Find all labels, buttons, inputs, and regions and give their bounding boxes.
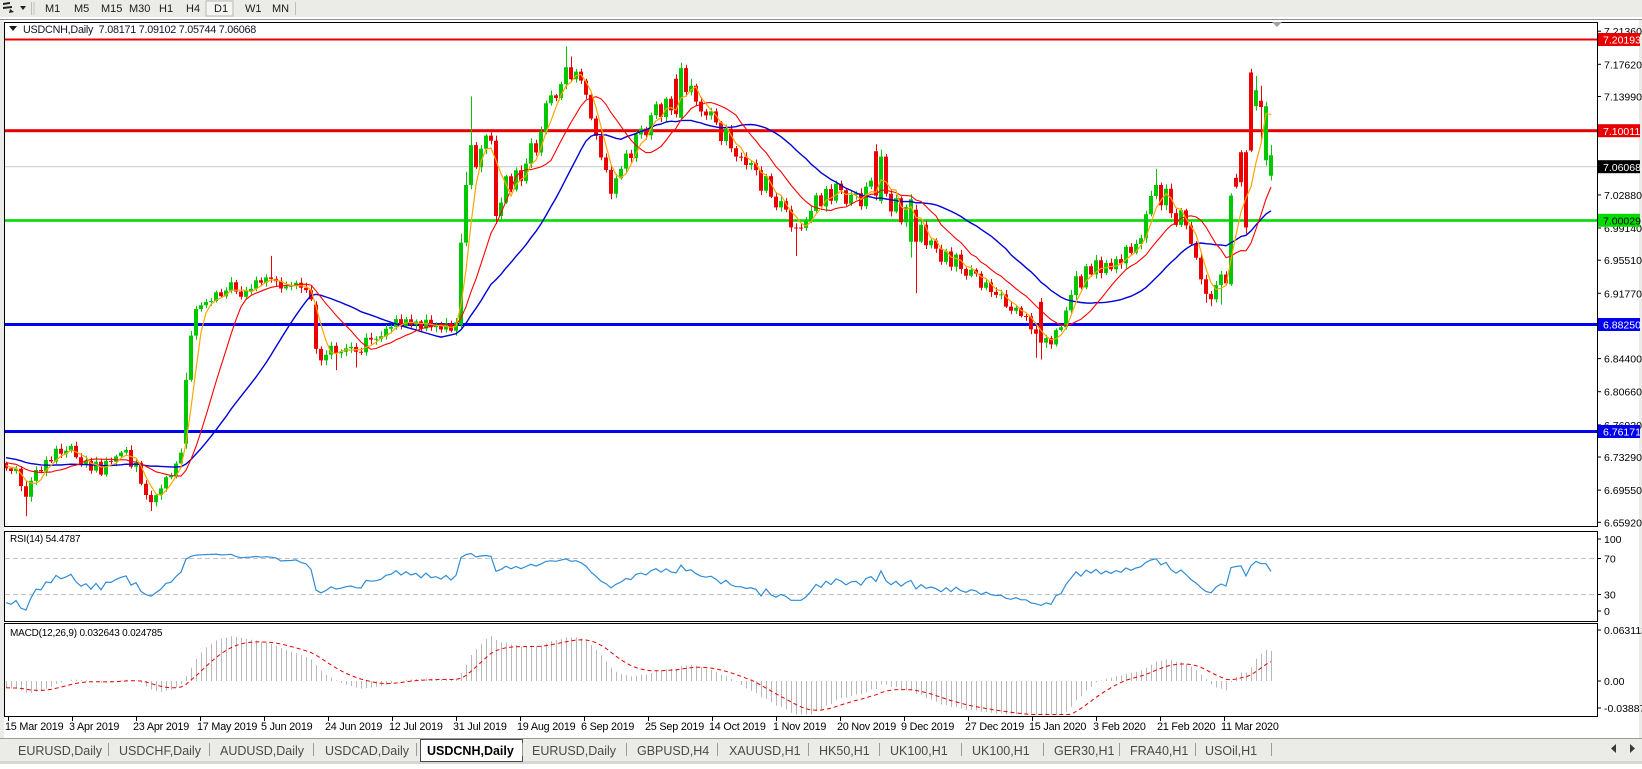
svg-text:H4: H4 — [186, 3, 200, 15]
svg-text:6 Sep 2019: 6 Sep 2019 — [581, 721, 634, 733]
svg-text:6.91770: 6.91770 — [1604, 288, 1642, 300]
svg-text:30: 30 — [1604, 590, 1616, 602]
svg-text:MN: MN — [272, 3, 289, 15]
svg-text:M15: M15 — [101, 3, 122, 15]
svg-text:100: 100 — [1604, 534, 1622, 546]
svg-text:0: 0 — [1604, 606, 1610, 618]
svg-text:3 Apr 2019: 3 Apr 2019 — [69, 721, 119, 733]
svg-text:3 Feb 2020: 3 Feb 2020 — [1093, 721, 1146, 733]
svg-text:7.06068: 7.06068 — [1603, 162, 1641, 174]
svg-text:25 Sep 2019: 25 Sep 2019 — [645, 721, 704, 733]
svg-text:GER30,H1: GER30,H1 — [1054, 744, 1114, 758]
svg-text:EURUSD,Daily: EURUSD,Daily — [18, 744, 103, 758]
svg-text:15 Jan 2020: 15 Jan 2020 — [1029, 721, 1086, 733]
svg-text:USOil,H1: USOil,H1 — [1205, 744, 1257, 758]
svg-text:W1: W1 — [245, 3, 262, 15]
svg-text:7.20193: 7.20193 — [1603, 35, 1641, 47]
svg-text:USDCAD,Daily: USDCAD,Daily — [325, 744, 410, 758]
svg-text:6.73290: 6.73290 — [1604, 452, 1642, 464]
svg-text:15 Mar 2019: 15 Mar 2019 — [5, 721, 64, 733]
svg-text:27 Dec 2019: 27 Dec 2019 — [965, 721, 1024, 733]
svg-text:USDCNH,Daily: USDCNH,Daily — [427, 744, 514, 758]
svg-text:1 Nov 2019: 1 Nov 2019 — [773, 721, 826, 733]
svg-text:USDCHF,Daily: USDCHF,Daily — [119, 744, 202, 758]
svg-text:21 Feb 2020: 21 Feb 2020 — [1157, 721, 1216, 733]
svg-text:HK50,H1: HK50,H1 — [819, 744, 870, 758]
svg-text:14 Oct 2019: 14 Oct 2019 — [709, 721, 766, 733]
svg-text:AUDUSD,Daily: AUDUSD,Daily — [220, 744, 305, 758]
svg-text:17 May 2019: 17 May 2019 — [197, 721, 257, 733]
svg-text:EURUSD,Daily: EURUSD,Daily — [532, 744, 617, 758]
svg-text:MACD(12,26,9) 0.032643 0.02478: MACD(12,26,9) 0.032643 0.024785 — [10, 628, 163, 639]
svg-text:6.76171: 6.76171 — [1603, 427, 1641, 439]
svg-text:7.17620: 7.17620 — [1604, 59, 1642, 71]
svg-text:7.02880: 7.02880 — [1604, 190, 1642, 202]
svg-text:RSI(14) 54.4787: RSI(14) 54.4787 — [10, 534, 81, 545]
svg-text:7.00029: 7.00029 — [1603, 216, 1641, 228]
svg-text:FRA40,H1: FRA40,H1 — [1130, 744, 1188, 758]
svg-text:6.80660: 6.80660 — [1604, 387, 1642, 399]
svg-text:7.13990: 7.13990 — [1604, 92, 1642, 104]
svg-text:5 Jun 2019: 5 Jun 2019 — [261, 721, 313, 733]
svg-text:9 Dec 2019: 9 Dec 2019 — [901, 721, 954, 733]
svg-text:6.69550: 6.69550 — [1604, 485, 1642, 497]
svg-text:GBPUSD,H4: GBPUSD,H4 — [637, 744, 709, 758]
svg-text:D1: D1 — [214, 3, 228, 15]
svg-text:6.88250: 6.88250 — [1603, 320, 1641, 332]
svg-text:H1: H1 — [159, 3, 173, 15]
svg-text:USDCNH,Daily 7.08171 7.09102: USDCNH,Daily 7.08171 7.09102 7.05744 7.0… — [23, 24, 256, 36]
svg-text:6.84400: 6.84400 — [1604, 354, 1642, 366]
svg-text:11 Mar 2020: 11 Mar 2020 — [1221, 721, 1279, 733]
svg-text:20 Nov 2019: 20 Nov 2019 — [837, 721, 896, 733]
svg-text:31 Jul 2019: 31 Jul 2019 — [453, 721, 507, 733]
svg-text:-0.038872: -0.038872 — [1604, 703, 1642, 715]
svg-text:7.10011: 7.10011 — [1603, 126, 1640, 138]
svg-text:UK100,H1: UK100,H1 — [890, 744, 948, 758]
svg-text:M1: M1 — [45, 3, 60, 15]
svg-text:UK100,H1: UK100,H1 — [972, 744, 1030, 758]
svg-text:XAUUSD,H1: XAUUSD,H1 — [729, 744, 801, 758]
svg-text:0.00: 0.00 — [1604, 676, 1625, 688]
svg-text:12 Jul 2019: 12 Jul 2019 — [389, 721, 443, 733]
svg-text:6.65920: 6.65920 — [1604, 517, 1642, 529]
svg-text:24 Jun 2019: 24 Jun 2019 — [325, 721, 382, 733]
svg-text:19 Aug 2019: 19 Aug 2019 — [517, 721, 576, 733]
svg-text:70: 70 — [1604, 554, 1616, 566]
svg-text:M30: M30 — [129, 3, 150, 15]
svg-text:23 Apr 2019: 23 Apr 2019 — [133, 721, 189, 733]
svg-text:M5: M5 — [74, 3, 89, 15]
svg-text:6.95510: 6.95510 — [1604, 255, 1642, 267]
svg-text:0.063113: 0.063113 — [1604, 625, 1642, 637]
